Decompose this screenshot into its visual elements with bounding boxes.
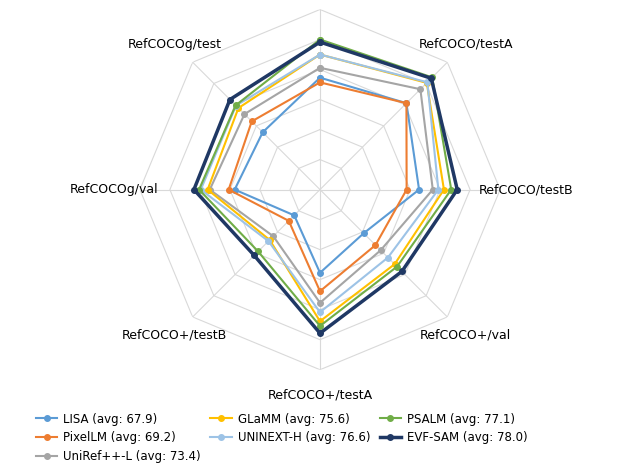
Legend: LISA (avg: 67.9), PixelLM (avg: 69.2), UniRef++-L (avg: 73.4), GLaMM (avg: 75.6): LISA (avg: 67.9), PixelLM (avg: 69.2), U…: [31, 408, 532, 468]
Polygon shape: [140, 9, 500, 370]
